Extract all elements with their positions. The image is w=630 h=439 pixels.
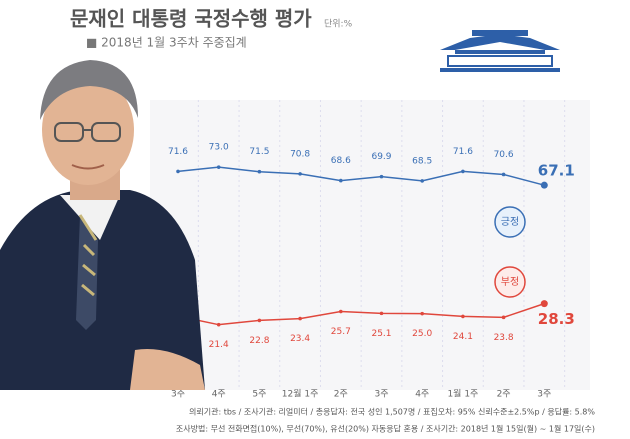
legend-label: 부정	[501, 276, 519, 288]
plot-area	[150, 100, 590, 390]
portrait	[0, 60, 205, 390]
building-icon	[440, 30, 560, 72]
point	[257, 318, 262, 323]
value-label: 24.1	[453, 332, 473, 342]
x-tick-label: 3주	[171, 389, 185, 400]
plot: 3주 4주 5주 12월 1주 2주 3주 4주 1월 1주 2주 3주 71.6 73.0 71.5 7…	[168, 100, 575, 400]
value-label: 22.8	[249, 336, 269, 346]
footer: 의뢰기관: tbs / 조사기관: 리얼미터 / 총응답자: 전국 성인 1,5…	[176, 407, 595, 434]
point	[420, 311, 425, 316]
value-label: 25.7	[331, 327, 351, 337]
point	[257, 169, 262, 174]
chart-title: 문재인 대통령 국정수행 평가	[70, 7, 312, 31]
value-label: 68.5	[412, 156, 432, 166]
value-label: 68.6	[331, 156, 351, 166]
value-label: 70.6	[494, 150, 514, 160]
point	[216, 165, 221, 169]
point	[461, 169, 465, 174]
x-tick-label: 12월 1주	[282, 388, 319, 400]
footnote: 의뢰기관: tbs / 조사기관: 리얼미터 / 총응답자: 전국 성인 1,5…	[189, 407, 595, 417]
point	[420, 179, 425, 183]
x-tick-label: 3주	[374, 389, 388, 400]
value-label: 21.4	[209, 340, 229, 350]
value-label: 67.1	[538, 162, 575, 180]
point	[501, 172, 506, 177]
point	[298, 172, 302, 176]
point	[339, 309, 343, 314]
legend-label: 긍정	[501, 216, 519, 228]
point	[540, 181, 548, 189]
point	[461, 314, 465, 319]
x-tick-label: 3주	[537, 389, 551, 400]
footnote: 조사방법: 무선 전화면접(10%), 무선(70%), 유선(20%) 자동응…	[176, 424, 595, 434]
value-label: 69.9	[371, 152, 391, 162]
unit-label: 단위:%	[324, 19, 353, 30]
value-label: 71.6	[453, 147, 473, 157]
value-label: 73.0	[209, 143, 229, 153]
series-line	[177, 166, 545, 186]
value-label: 23.4	[290, 334, 310, 344]
value-label: 25.1	[371, 329, 391, 339]
x-tick-label: 2주	[334, 389, 348, 400]
x-tick-label: 2주	[497, 389, 511, 400]
value-label: 71.5	[249, 147, 269, 157]
legend-bubble	[494, 206, 526, 238]
value-label: 28.3	[538, 310, 575, 328]
x-tick-label: 1월 1주	[447, 388, 478, 400]
point	[501, 315, 506, 320]
x-tick-label: 4주	[415, 389, 429, 400]
subtitle: ■ 2018년 1월 3주차 주중집계	[86, 36, 247, 50]
point	[176, 169, 180, 174]
point	[379, 311, 384, 316]
x-tick-label: 5주	[252, 389, 266, 400]
series-line	[177, 302, 545, 326]
value-label: 23.8	[494, 333, 514, 343]
point	[540, 300, 548, 308]
point	[339, 178, 343, 183]
value-label: 71.6	[168, 147, 188, 157]
legend-bubble	[494, 266, 526, 298]
point	[298, 316, 302, 321]
value-label: 70.8	[290, 149, 310, 159]
value-label: 25.0	[412, 329, 432, 339]
point	[379, 174, 384, 179]
point	[216, 322, 221, 327]
x-tick-label: 4주	[212, 389, 226, 400]
